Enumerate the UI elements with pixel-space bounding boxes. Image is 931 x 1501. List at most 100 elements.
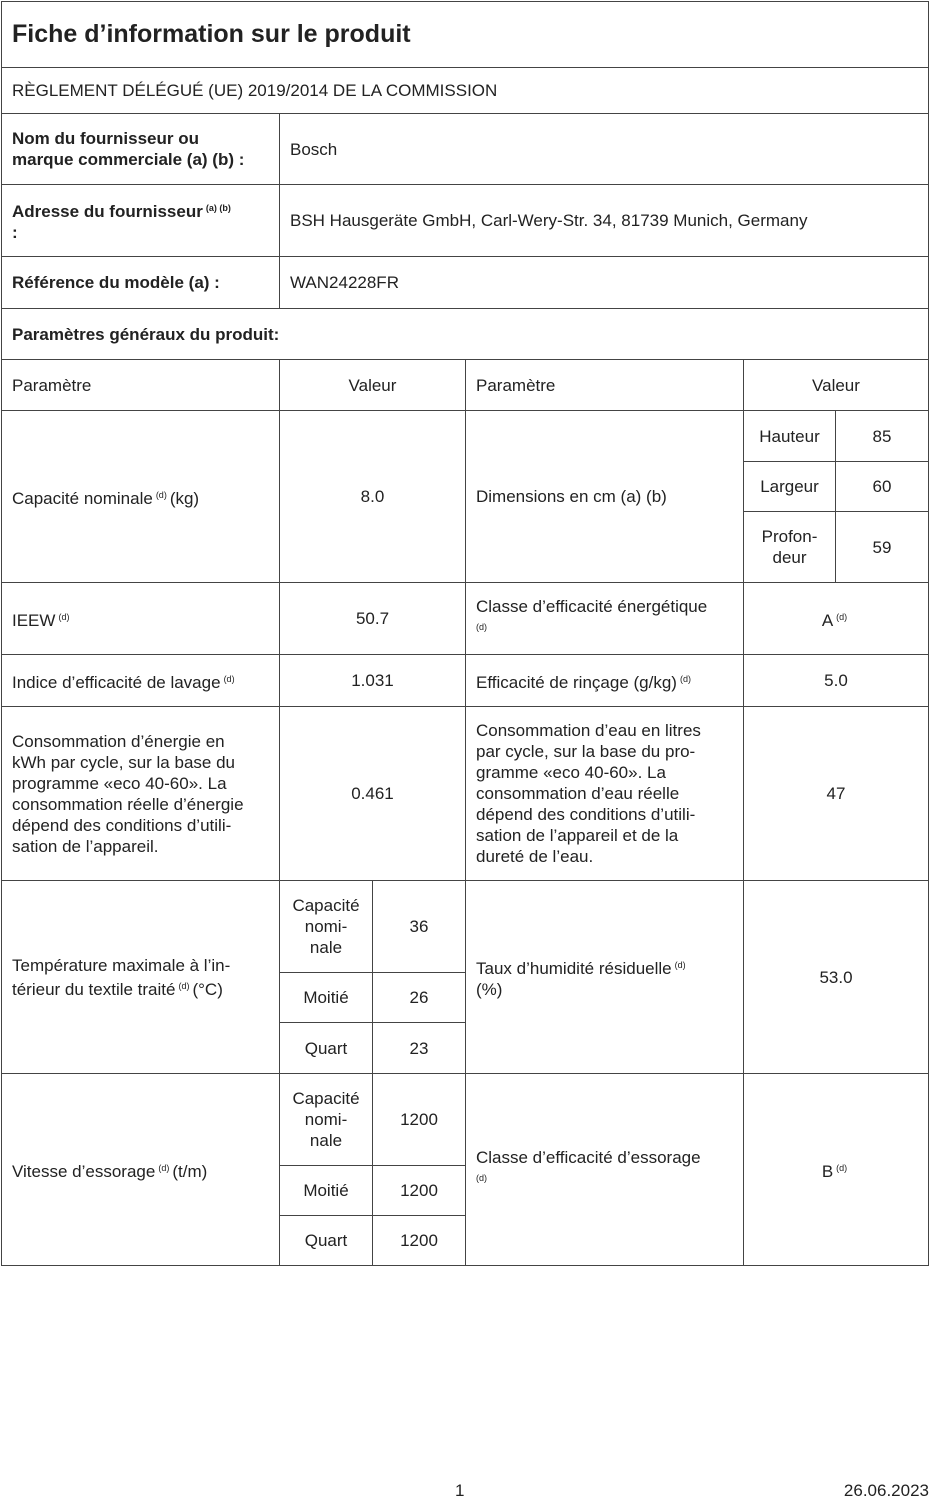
value-cell: 47 <box>743 706 929 881</box>
param-cell: Consommation d’eau en litres par cycle, … <box>465 706 744 881</box>
note: (d) <box>836 1162 848 1173</box>
sub-value: 26 <box>372 972 466 1023</box>
label: Classe d’efficacité énergétique <box>476 597 708 616</box>
sub-label: Capacité nomi- nale <box>279 1073 373 1166</box>
label: Dimensions en cm (a) (b) <box>476 487 667 506</box>
column-header: Paramètre <box>1 359 280 411</box>
note: (d) <box>679 673 691 684</box>
title: Fiche d’information sur le produit <box>1 1 929 68</box>
param-cell: Taux d’humidité résiduelle (d) (%) <box>465 880 744 1074</box>
value: 47 <box>826 784 846 803</box>
value-cell: 0.461 <box>279 706 466 881</box>
value: 53.0 <box>819 967 853 987</box>
value: A <box>821 610 834 630</box>
sub-value-text: 26 <box>409 988 429 1007</box>
label-cell: Référence du modèle (a) : <box>1 256 280 309</box>
label-suffix: : <box>12 223 18 242</box>
note: (d) <box>476 622 487 632</box>
sub-value: 23 <box>372 1022 466 1074</box>
sub-value-text: 36 <box>409 917 429 936</box>
value-cell: BSH Hausgeräte GmbH, Carl-Wery-Str. 34, … <box>279 184 929 257</box>
label: Indice d’efficacité de lavage <box>12 672 221 692</box>
note: (d) <box>58 611 70 622</box>
value: 5.0 <box>824 671 848 690</box>
note: (d) <box>836 611 848 622</box>
sub-label: Quart <box>279 1215 373 1266</box>
value: WAN24228FR <box>290 273 399 292</box>
sub-label: Moitié <box>279 972 373 1023</box>
column-text: Paramètre <box>476 375 556 395</box>
param-cell: Température maximale à l’in- térieur du … <box>1 880 280 1074</box>
param-cell: Indice d’efficacité de lavage (d) <box>1 654 280 707</box>
label-cell: Nom du fournisseur ou marque commerciale… <box>1 113 280 185</box>
sub-value: 1200 <box>372 1073 466 1166</box>
sub-label: Profon- deur <box>743 511 836 583</box>
unit: (t/m) <box>172 1161 208 1181</box>
label: Taux d’humidité résiduelle <box>476 958 672 978</box>
unit: (%) <box>476 979 503 999</box>
sub-label: Capacité nomi- nale <box>279 880 373 973</box>
value: 0.461 <box>351 784 394 803</box>
value-cell: Bosch <box>279 113 929 185</box>
sub-label-text: Moitié <box>303 988 349 1007</box>
regulation: RÈGLEMENT DÉLÉGUÉ (UE) 2019/2014 DE LA C… <box>1 67 929 114</box>
sub-label-text: Moitié <box>303 1181 349 1200</box>
note: (d) <box>178 980 190 991</box>
label: Température maximale à l’in- térieur du … <box>12 955 231 999</box>
param-cell: Dimensions en cm (a) (b) <box>465 410 744 583</box>
sub-label-text: Profon- deur <box>761 527 818 567</box>
sub-label-text: Largeur <box>760 477 819 496</box>
note: (d) <box>158 1162 170 1173</box>
sub-value-text: 1200 <box>400 1181 438 1200</box>
sub-value: 85 <box>835 410 929 462</box>
param-cell: Classe d’efficacité énergétique (d) <box>465 582 744 655</box>
sub-label-text: Quart <box>304 1038 348 1058</box>
param-cell: Consommation d’énergie en kWh par cycle,… <box>1 706 280 881</box>
value-cell: WAN24228FR <box>279 256 929 309</box>
sub-value-text: 60 <box>872 477 892 496</box>
value: B <box>821 1161 834 1181</box>
column-header: Paramètre <box>465 359 744 411</box>
label: Efficacité de rinçage (g/kg) <box>476 672 677 692</box>
sub-value: 36 <box>372 880 466 973</box>
param-cell: Vitesse d’essorage (d) (t/m) <box>1 1073 280 1266</box>
value-cell: 5.0 <box>743 654 929 707</box>
note: (d) <box>674 959 686 970</box>
sub-label: Largeur <box>743 461 836 512</box>
sub-label-text: Capacité nomi- nale <box>292 1089 360 1150</box>
param-cell: Classe d’efficacité d’essorage (d) <box>465 1073 744 1266</box>
sub-label-text: Hauteur <box>759 426 820 446</box>
note: (a) (b) <box>205 203 231 213</box>
value: 50.7 <box>355 609 390 628</box>
label: Vitesse d’essorage <box>12 1161 156 1181</box>
regulation-text: RÈGLEMENT DÉLÉGUÉ (UE) 2019/2014 DE LA C… <box>12 81 498 100</box>
label: Classe d’efficacité d’essorage <box>476 1148 701 1167</box>
value-cell: 1.031 <box>279 654 466 707</box>
sub-value-text: 23 <box>409 1038 429 1058</box>
sub-label: Moitié <box>279 1165 373 1216</box>
param-cell: Efficacité de rinçage (g/kg) (d) <box>465 654 744 707</box>
param-cell: IEEW (d) <box>1 582 280 655</box>
sub-value-text: 59 <box>872 537 892 557</box>
sub-label: Hauteur <box>743 410 836 462</box>
param-cell: Capacité nominale (d) (kg) <box>1 410 280 583</box>
unit: (kg) <box>169 488 200 508</box>
sub-value: 1200 <box>372 1165 466 1216</box>
value-cell: 8.0 <box>279 410 466 583</box>
sub-label: Quart <box>279 1022 373 1074</box>
label-cell: Adresse du fournisseur (a) (b): <box>1 184 280 257</box>
sub-value-text: 1200 <box>400 1231 438 1250</box>
value: 8.0 <box>360 487 385 506</box>
sub-label-text: Capacité nomi- nale <box>292 896 360 957</box>
value: Bosch <box>290 139 338 159</box>
unit: (°C) <box>192 979 223 999</box>
label: Consommation d’eau en litres par cycle, … <box>476 721 701 866</box>
date: 26.06.2023 <box>843 1481 929 1500</box>
column-header: Valeur <box>743 359 929 411</box>
note: (d) <box>223 673 235 684</box>
label: Adresse du fournisseur <box>12 202 203 221</box>
value-cell: 50.7 <box>279 582 466 655</box>
value: BSH Hausgeräte GmbH, Carl-Wery-Str. 34, … <box>290 211 808 230</box>
note: (d) <box>155 489 167 500</box>
